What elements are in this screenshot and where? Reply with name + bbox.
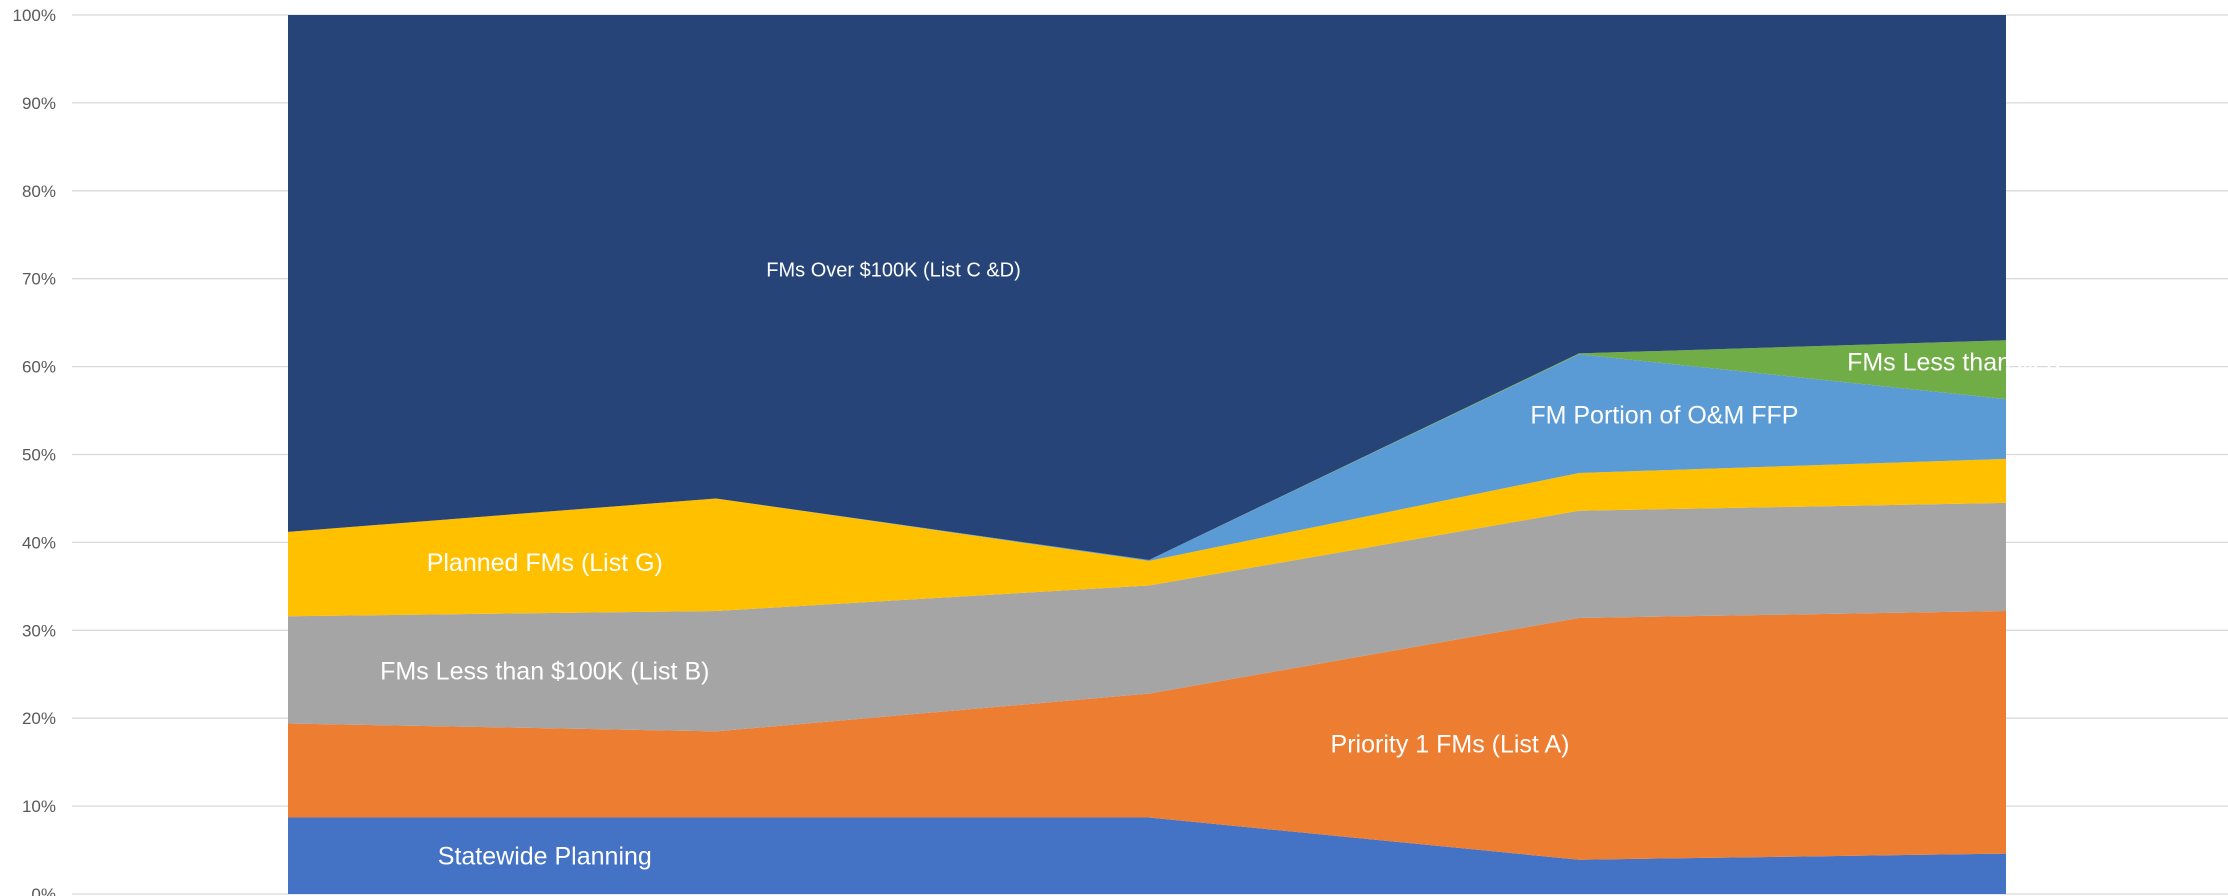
- series-label-planned-fms-list-g: Planned FMs (List G): [427, 549, 663, 577]
- y-tick-label: 40%: [22, 533, 56, 552]
- area-fms-less-than-2k: [288, 340, 2006, 560]
- y-tick-label: 30%: [22, 621, 56, 640]
- y-tick-label: 70%: [22, 270, 56, 289]
- series-label-fms-less-than-2k: FMs Less than $2K: [1847, 348, 2063, 376]
- series-labels: Statewide Planning Priority 1 FMs (List A…: [380, 259, 2063, 870]
- area-fms-less-than-100k-list-b: [288, 502, 2006, 732]
- area-series: [288, 15, 2006, 894]
- series-label-statewide-planning: Statewide Planning: [438, 843, 652, 871]
- y-axis-tick-labels: 0% 10% 20% 30% 40% 50% 60% 70% 80% 90% 100%: [13, 6, 56, 896]
- y-tick-label: 20%: [22, 709, 56, 728]
- y-tick-label: 0%: [31, 885, 56, 896]
- y-tick-label: 80%: [22, 182, 56, 201]
- series-label-fms-less-than-100k-list-b: FMs Less than $100K (List B): [380, 657, 709, 685]
- area-fm-portion-of-o-m-ffp: [288, 354, 2006, 561]
- y-tick-label: 50%: [22, 446, 56, 465]
- series-label-fms-over-100k-list-c-d: FMs Over $100K (List C &D): [766, 259, 1021, 281]
- y-tick-label: 100%: [13, 6, 56, 25]
- area-fms-over-100k-list-c-d: [288, 15, 2006, 560]
- area-statewide-planning: [288, 817, 2006, 894]
- area-priority-1-fms-list-a: [288, 610, 2006, 860]
- y-tick-label: 90%: [22, 94, 56, 113]
- y-tick-label: 10%: [22, 797, 56, 816]
- area-planned-fms-list-g: [288, 458, 2006, 617]
- y-tick-label: 60%: [22, 358, 56, 377]
- series-label-fm-portion-of-o-m-ffp: FM Portion of O&M FFP: [1530, 401, 1798, 429]
- series-label-priority-1-fms-list-a: Priority 1 FMs (List A): [1331, 731, 1570, 759]
